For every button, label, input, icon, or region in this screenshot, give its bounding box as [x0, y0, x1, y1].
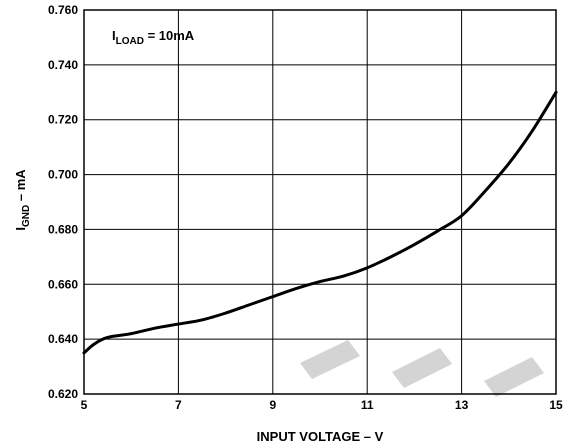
x-tick-label: 9 — [269, 398, 276, 412]
x-tick-label: 13 — [455, 398, 469, 412]
annotation-main: I — [112, 28, 116, 43]
y-tick-label: 0.660 — [48, 277, 78, 291]
y-tick-label: 0.740 — [48, 58, 78, 72]
y-tick-label: 0.720 — [48, 113, 78, 127]
y-tick-label: 0.640 — [48, 332, 78, 346]
plot-frame — [83, 9, 557, 395]
y-tick-label: 0.620 — [48, 387, 78, 401]
watermark — [300, 340, 544, 397]
x-tick-label: 15 — [549, 398, 563, 412]
series-line — [82, 90, 558, 355]
annotation-suffix: = 10mA — [144, 28, 195, 43]
series-points — [83, 91, 558, 355]
y-axis-title: IGND – mA — [13, 169, 32, 231]
y-tick-label: 0.760 — [48, 3, 78, 17]
x-tick-label: 5 — [81, 398, 88, 412]
y-axis-title-main: I — [13, 227, 28, 231]
y-axis-title-sub: GND — [21, 205, 32, 227]
x-axis-title: INPUT VOLTAGE – V — [257, 429, 384, 444]
load-annotation: ILOAD = 10mA — [112, 28, 195, 47]
y-tick-label: 0.700 — [48, 168, 78, 182]
annotation-sub: LOAD — [116, 36, 144, 47]
y-tick-label: 0.680 — [48, 222, 78, 236]
y-axis-title-suffix: – mA — [13, 169, 28, 205]
tick-labels: 5 7 9 11 13 15 0.620 0.640 0.660 0.680 0.700 0.720 0… — [48, 3, 563, 412]
x-tick-label: 7 — [175, 398, 182, 412]
x-tick-label: 11 — [361, 398, 374, 412]
grid — [84, 10, 556, 394]
